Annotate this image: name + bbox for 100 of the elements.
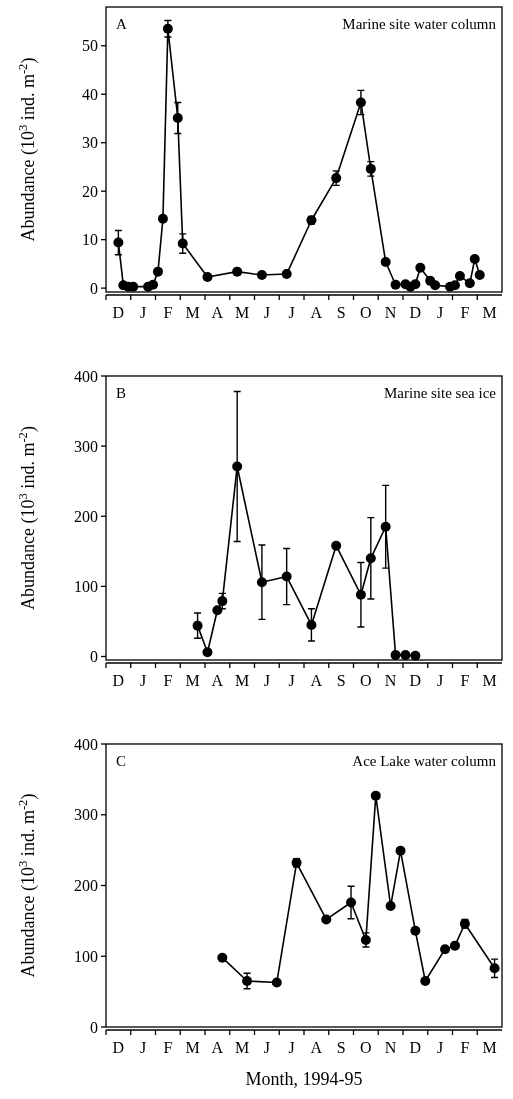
x-tick-label: M	[482, 304, 497, 321]
x-tick-label: F	[460, 304, 470, 321]
point	[281, 571, 292, 582]
x-tick-label: J	[437, 1039, 444, 1056]
point	[474, 270, 485, 281]
x-tick-label: D	[409, 1039, 422, 1056]
x-tick-label: M	[482, 672, 497, 689]
point	[370, 790, 381, 801]
point	[380, 256, 391, 267]
point	[217, 596, 228, 607]
y-tick-label: 400	[74, 735, 98, 753]
y-tick-label: 0	[90, 1018, 98, 1036]
annotation: B	[116, 385, 127, 401]
x-tick-label: J	[437, 672, 444, 689]
point	[489, 963, 500, 974]
x-tick-label: N	[384, 1039, 397, 1056]
annotation: A	[116, 16, 127, 32]
point	[385, 901, 396, 912]
point	[172, 113, 183, 123]
y-tick-label: 40	[82, 85, 98, 103]
point	[365, 553, 376, 564]
point	[469, 254, 480, 265]
x-tick-label: S	[336, 1039, 346, 1056]
annotation: Marine site sea ice	[383, 385, 497, 401]
x-tick-label: M	[482, 1039, 497, 1056]
x-tick-label: J	[263, 672, 270, 689]
x-tick-label: A	[310, 304, 323, 321]
x-tick-label: J	[263, 1039, 270, 1056]
y-tick-label: 10	[82, 231, 98, 249]
point	[464, 278, 475, 289]
x-tick-label: O	[360, 304, 372, 321]
x-tick-label: A	[310, 1039, 323, 1056]
annotation: Ace Lake water column	[352, 753, 497, 769]
point	[271, 977, 282, 988]
point	[202, 271, 213, 282]
x-tick-label: M	[185, 1039, 200, 1056]
x-tick-label: A	[310, 672, 323, 689]
x-tick-label: M	[235, 672, 250, 689]
point	[346, 897, 357, 908]
y-tick-label: 200	[74, 507, 98, 525]
x-tick-label: A	[211, 1039, 224, 1056]
point	[380, 521, 391, 532]
point	[440, 944, 451, 955]
x-tick-label: J	[263, 304, 270, 321]
point	[148, 279, 159, 290]
x-tick-label: O	[360, 1039, 372, 1056]
x-tick-label: M	[235, 304, 250, 321]
x-tick-label: M	[235, 1039, 250, 1056]
x-tick-label: D	[112, 1039, 125, 1056]
x-tick-label: S	[336, 672, 346, 689]
y-tick-label: 400	[74, 367, 98, 385]
x-tick-label: M	[185, 304, 200, 321]
point	[217, 952, 228, 963]
x-tick-label: D	[112, 672, 125, 689]
point	[306, 619, 317, 630]
point	[281, 269, 292, 280]
y-tick-label: 20	[82, 182, 98, 200]
point	[242, 976, 253, 986]
point	[113, 237, 124, 248]
x-tick-label: F	[163, 304, 173, 321]
point	[410, 279, 421, 290]
point	[415, 262, 426, 273]
point	[162, 23, 173, 34]
point	[430, 280, 441, 291]
x-tick-label: D	[409, 304, 422, 321]
point	[410, 925, 421, 936]
x-tick-label: F	[460, 1039, 470, 1056]
x-tick-label: F	[163, 1039, 173, 1056]
x-tick-label: O	[360, 672, 372, 689]
y-tick-label: 300	[74, 437, 98, 455]
point	[410, 650, 421, 661]
point	[232, 461, 243, 472]
y-tick-label: 0	[90, 648, 98, 666]
point	[256, 270, 267, 281]
point	[395, 845, 406, 856]
x-tick-label: N	[384, 304, 397, 321]
point	[152, 266, 163, 277]
point	[355, 589, 366, 600]
point	[212, 605, 223, 616]
x-tick-label: J	[288, 1039, 295, 1056]
x-tick-label: D	[409, 672, 422, 689]
point	[192, 620, 203, 631]
point	[202, 647, 213, 658]
y-tick-label: 100	[74, 947, 98, 965]
y-tick-label: 0	[90, 279, 98, 297]
x-tick-label: M	[185, 672, 200, 689]
x-tick-label: J	[140, 672, 147, 689]
x-tick-label: S	[336, 304, 346, 321]
point	[331, 540, 342, 551]
point	[454, 271, 465, 281]
x-tick-label: J	[288, 672, 295, 689]
y-tick-label: 30	[82, 134, 98, 152]
x-tick-label: A	[211, 672, 224, 689]
point	[355, 97, 366, 108]
annotation: C	[116, 753, 127, 769]
x-tick-label: J	[437, 304, 444, 321]
point	[400, 650, 411, 661]
point	[256, 577, 267, 588]
x-tick-label: F	[460, 672, 470, 689]
point	[232, 266, 243, 277]
